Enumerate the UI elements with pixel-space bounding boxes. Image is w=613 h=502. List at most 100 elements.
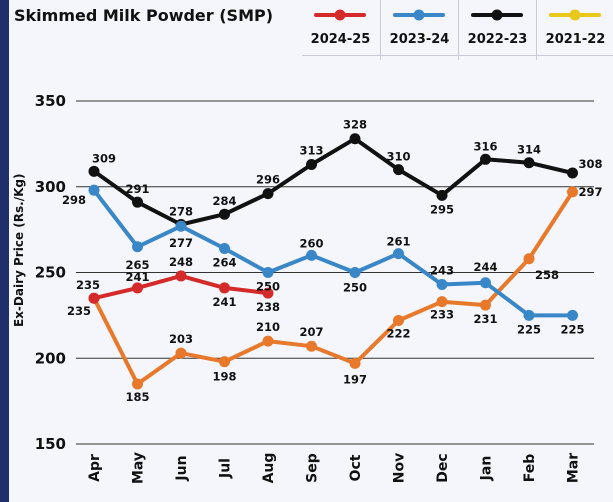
data-label: 222 [386,327,410,341]
data-label: 260 [299,236,323,250]
legend-label: 2021-22 [545,32,606,47]
data-label: 210 [256,320,280,334]
x-tick-label: Aug [261,453,277,484]
y-tick-label: 250 [35,264,66,282]
data-point [436,189,448,201]
data-point [349,133,361,145]
data-label: 248 [169,255,193,269]
y-tick-label: 150 [35,435,66,453]
data-point [262,188,274,200]
x-tick-label: Sep [305,453,321,483]
series-line [92,188,573,318]
x-tick-label: Oct [348,454,364,481]
data-point [132,241,143,253]
data-point [480,153,491,165]
data-point [523,157,535,169]
data-label: 244 [473,260,497,274]
legend-item-2023-24: 2023-24 [380,0,457,60]
data-point [306,340,317,352]
legend-label: 2024-25 [310,32,371,47]
data-point [175,270,187,282]
data-label: 197 [343,372,367,386]
data-label: 233 [430,308,454,322]
data-label: 185 [125,390,149,404]
data-label: 291 [125,182,149,196]
data-point [262,335,274,347]
x-tick-label: Feb [522,454,538,483]
data-label: 265 [125,258,149,272]
data-label: 235 [67,304,91,318]
y-tick-label: 350 [35,92,66,110]
data-label: 313 [299,143,323,157]
data-point [523,253,535,265]
data-point [567,309,578,321]
data-point [219,282,230,294]
x-tick-label: Jun [174,455,190,481]
data-point [219,356,230,368]
data-label: 207 [299,325,323,339]
data-point [393,315,404,327]
data-label: 235 [76,278,100,292]
data-label: 298 [62,193,86,207]
data-label: 284 [212,194,236,208]
data-label: 316 [473,139,497,153]
data-label: 243 [430,264,454,278]
data-label: 309 [92,151,116,165]
legend: 2024-25 2023-24 2022-23 2021-22 [302,0,613,60]
data-label: 238 [256,300,280,314]
data-point [175,347,187,359]
legend-item-2022-23: 2022-23 [458,0,535,60]
x-tick-label: Apr [87,454,103,482]
data-label: 225 [560,322,584,336]
legend-swatch [471,9,523,21]
data-point [349,267,361,278]
data-point [219,242,230,254]
legend-swatch [393,9,445,21]
data-label: 241 [125,270,149,284]
chart-title: Skimmed Milk Powder (SMP) [14,6,274,25]
data-point [306,158,317,170]
data-label: 225 [517,322,541,336]
legend-item-2021-22: 2021-22 [536,0,613,60]
data-point [88,165,100,177]
data-label: 231 [473,312,497,326]
data-label: 310 [386,150,410,164]
data-label: 278 [169,204,193,218]
x-tick-label: May [131,452,147,484]
data-label: 297 [578,185,602,199]
legend-label: 2023-24 [389,32,450,47]
data-label: 295 [430,202,454,216]
data-label: 241 [212,295,236,309]
data-label: 314 [517,143,541,157]
data-point [88,184,100,196]
data-label: 261 [386,235,410,249]
data-label: 277 [169,236,193,250]
legend-divider [302,55,613,56]
series-line [92,136,573,227]
data-point [262,287,274,299]
x-tick-label: Jul [218,458,234,479]
data-point [132,282,143,294]
series-line [92,190,575,386]
data-point [523,309,535,321]
legend-swatch [314,9,366,21]
data-point [349,357,361,369]
data-label: 250 [256,280,280,294]
y-tick-label: 300 [35,178,66,196]
data-label: 258 [535,268,559,282]
data-label: 296 [256,173,280,187]
y-tick-label: 200 [35,349,66,367]
data-point [88,292,100,304]
x-tick-label: Dec [435,453,451,482]
data-point [262,267,274,278]
legend-swatch [549,9,601,21]
data-point [436,296,448,308]
x-tick-label: Nov [392,453,408,483]
data-point [480,277,491,289]
data-point [567,186,578,198]
data-label: 328 [343,118,367,132]
data-point [132,196,143,208]
data-point [132,378,143,390]
